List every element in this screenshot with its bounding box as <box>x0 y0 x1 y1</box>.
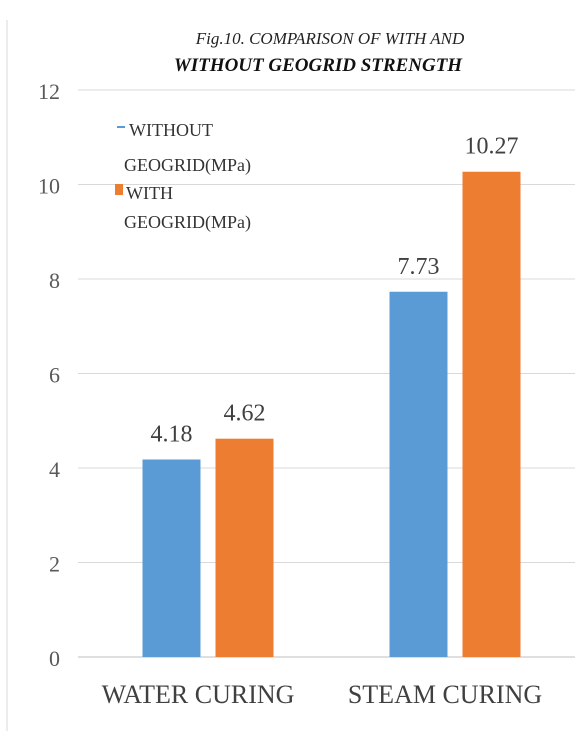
x-category-label: WATER CURING <box>102 680 295 709</box>
bar-with-geogrid-steam <box>462 171 521 657</box>
y-tick-label: 0 <box>49 646 60 671</box>
chart-title-line1: Fig.10. COMPARISON OF WITH AND <box>195 29 465 48</box>
legend: WITHOUT GEOGRID(MPa) WITH GEOGRID(MPa) <box>115 120 251 233</box>
legend-label-without-geogrid-cont: GEOGRID(MPa) <box>124 155 251 176</box>
legend-swatch-with-geogrid <box>115 184 123 195</box>
data-labels: 4.18 7.73 4.62 10.27 <box>151 134 519 448</box>
chart-title-line2: WITHOUT GEOGRID STRENGTH <box>174 55 463 76</box>
y-tick-label: 6 <box>49 363 60 388</box>
y-tick-label: 12 <box>38 79 60 104</box>
data-label: 7.73 <box>398 254 440 280</box>
legend-swatch-without-geogrid <box>117 126 125 128</box>
y-tick-label: 10 <box>38 174 60 199</box>
y-tick-label: 4 <box>49 457 60 482</box>
legend-label-with-geogrid: WITH <box>126 183 173 203</box>
x-category-label: STEAM CURING <box>348 680 542 709</box>
bar-without-geogrid-water <box>142 459 201 657</box>
data-label: 4.62 <box>224 401 266 427</box>
y-tick-label: 8 <box>49 268 60 293</box>
y-axis-ticks: 0 2 4 6 8 10 12 <box>38 79 60 671</box>
bar-with-geogrid-water <box>215 438 274 657</box>
bar-without-geogrid-steam <box>389 291 448 657</box>
data-label: 10.27 <box>465 134 519 160</box>
y-tick-label: 2 <box>49 552 60 577</box>
legend-label-with-geogrid-cont: GEOGRID(MPa) <box>124 212 251 233</box>
bars <box>142 171 521 657</box>
data-label: 4.18 <box>151 421 193 447</box>
legend-label-without-geogrid: WITHOUT <box>129 120 213 140</box>
x-axis-categories: WATER CURING STEAM CURING <box>102 680 543 709</box>
